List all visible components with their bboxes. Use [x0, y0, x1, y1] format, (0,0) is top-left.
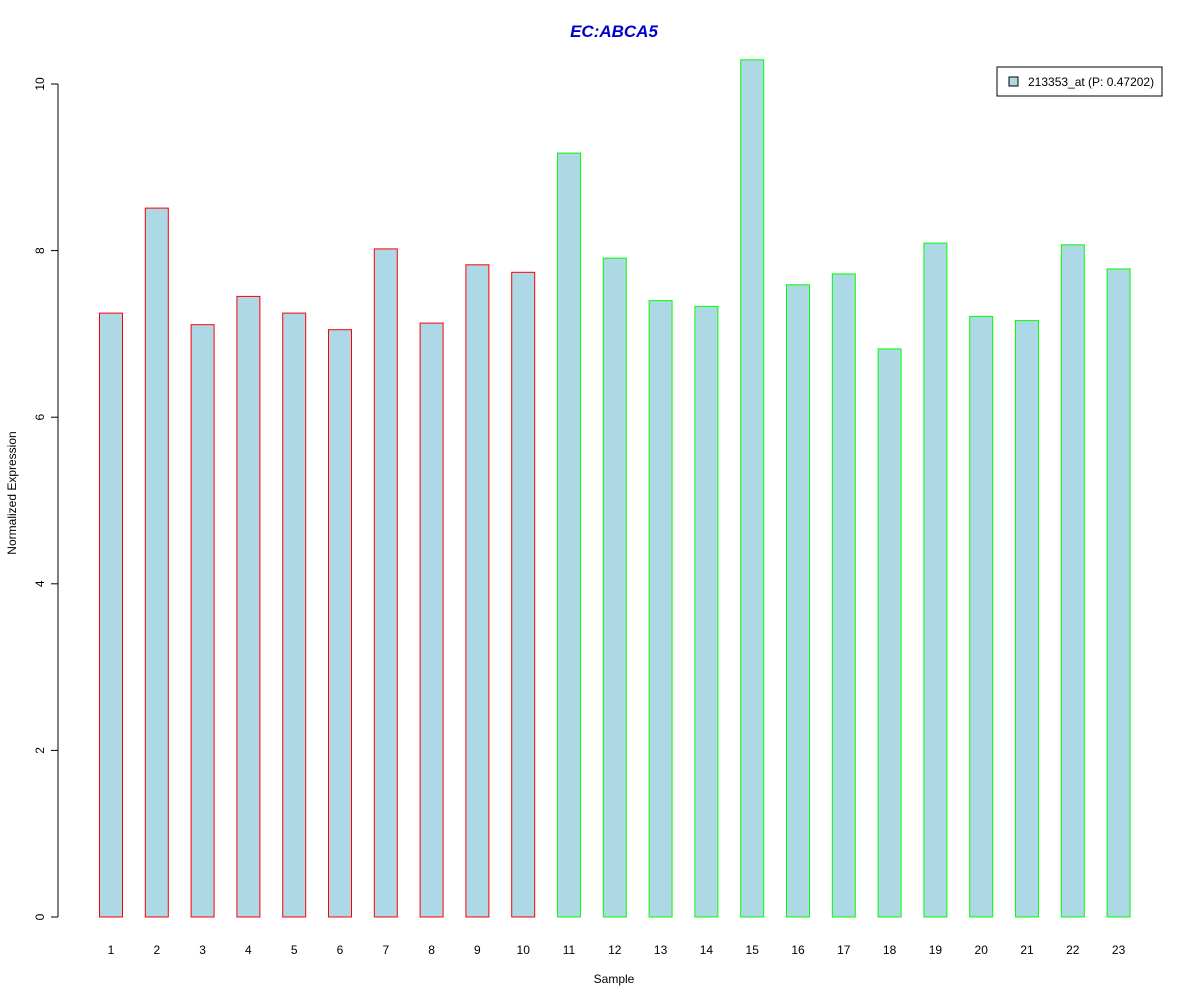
- bar-sample-23: [1106, 268, 1131, 918]
- bar-sample-8: [419, 322, 444, 918]
- x-tick-label: 13: [654, 943, 668, 957]
- x-tick-label: 12: [608, 943, 622, 957]
- x-tick-label: 9: [474, 943, 481, 957]
- bar-sample-15: [740, 59, 765, 918]
- y-axis-title: Normalized Expression: [5, 431, 19, 554]
- x-tick-label: 20: [975, 943, 989, 957]
- x-tick-label: 15: [746, 943, 760, 957]
- legend-label: 213353_at (P: 0.47202): [1028, 75, 1154, 89]
- x-tick-label: 16: [791, 943, 805, 957]
- y-tick-label: 4: [33, 580, 47, 587]
- bar-sample-19: [923, 242, 948, 918]
- bar-sample-13: [648, 300, 673, 918]
- x-tick-labels: 1 2 3 4 5 6 7 8 9 10 11 12 13 14 15 16 17 18 19 20 21 22 23: [108, 943, 1126, 957]
- x-tick-label: 11: [563, 943, 576, 957]
- x-tick-label: 17: [837, 943, 851, 957]
- bar-sample-6: [328, 329, 352, 918]
- x-tick-label: 1: [108, 943, 115, 957]
- x-tick-label: 2: [153, 943, 160, 957]
- x-tick-label: 23: [1112, 943, 1126, 957]
- x-tick-label: 7: [382, 943, 389, 957]
- bars-group: [99, 59, 1131, 918]
- bar-sample-1: [99, 312, 123, 918]
- x-tick-label: 10: [517, 943, 531, 957]
- bar-sample-18: [877, 348, 902, 918]
- bar-sample-9: [465, 264, 490, 918]
- y-tick-label: 10: [33, 77, 47, 91]
- legend: 213353_at (P: 0.47202): [996, 66, 1163, 97]
- x-tick-label: 14: [700, 943, 714, 957]
- x-tick-label: 4: [245, 943, 252, 957]
- x-axis-title: Sample: [594, 972, 635, 986]
- bar-sample-21: [1015, 320, 1039, 918]
- x-tick-label: 8: [428, 943, 435, 957]
- legend-swatch: [1008, 76, 1019, 87]
- y-tick-label: 0: [33, 913, 47, 920]
- bar-sample-17: [831, 273, 856, 918]
- y-tick-label: 8: [33, 247, 47, 254]
- legend-box: [996, 66, 1163, 97]
- bar-sample-2: [144, 207, 169, 918]
- x-tick-label: 3: [199, 943, 206, 957]
- bar-sample-20: [969, 315, 994, 918]
- bar-sample-10: [511, 271, 536, 918]
- bar-sample-11: [557, 152, 581, 918]
- bar-sample-16: [786, 284, 810, 918]
- bar-sample-7: [373, 248, 398, 918]
- bar-sample-22: [1060, 244, 1085, 918]
- bar-sample-3: [190, 324, 215, 918]
- bar-sample-12: [602, 257, 627, 918]
- bar-sample-4: [236, 295, 261, 918]
- x-tick-label: 21: [1020, 943, 1034, 957]
- y-tick-label: 6: [33, 414, 47, 421]
- y-tick-label: 2: [33, 747, 47, 754]
- chart-title: EC:ABCA5: [570, 22, 658, 41]
- x-tick-label: 19: [929, 943, 943, 957]
- y-axis: 0 2 4 6 8 10: [33, 77, 59, 920]
- x-tick-label: 22: [1066, 943, 1080, 957]
- x-tick-label: 6: [337, 943, 344, 957]
- bar-sample-14: [694, 305, 719, 918]
- bar-sample-5: [282, 312, 307, 918]
- x-tick-label: 18: [883, 943, 897, 957]
- x-tick-label: 5: [291, 943, 298, 957]
